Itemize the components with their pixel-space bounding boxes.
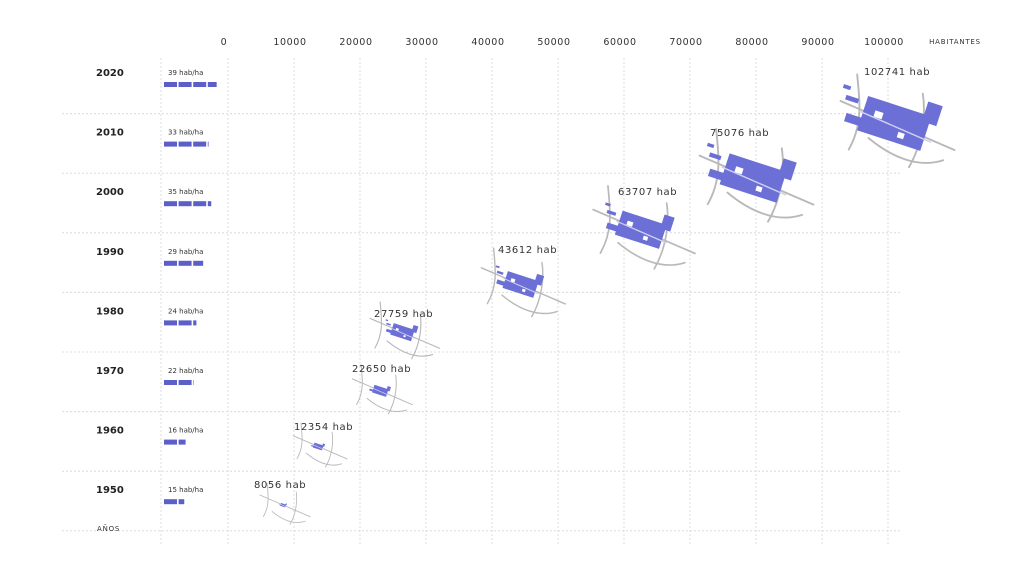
density-label: 35 hab/ha (168, 188, 203, 196)
density-bar-segment (193, 260, 204, 266)
year-label: 2020 (96, 68, 124, 79)
density-bar-segment (193, 141, 207, 147)
x-tick-label: 60000 (603, 37, 636, 48)
population-label: 43612 hab (498, 245, 557, 256)
x-axis-ticks: 0 10000 20000 30000 40000 50000 60000 70000 8000… (221, 37, 904, 48)
density-bar-segment (164, 82, 177, 87)
density-bar-segment (207, 82, 217, 87)
density-label: 22 hab/ha (168, 367, 203, 375)
x-tick-label: 90000 (801, 37, 834, 48)
population-labels: 102741 hab 75076 hab 63707 hab 43612 hab 277… (254, 67, 930, 491)
density-bar-segment (178, 439, 186, 445)
density-label: 24 hab/ha (168, 307, 203, 315)
vertical-gridlines (160, 58, 889, 545)
urban-footprint (351, 364, 413, 415)
urban-footprint (369, 301, 441, 360)
year-label: 1950 (96, 485, 124, 496)
urban-footprint (592, 184, 696, 270)
urban-footprints (259, 73, 956, 525)
population-label: 22650 hab (352, 364, 411, 375)
density-label: 16 hab/ha (168, 427, 203, 435)
x-tick-label: 50000 (537, 37, 570, 48)
year-rows: 2020 39 hab/ha 2010 33 hab/ha 2000 35 hab/ha 1… (96, 68, 217, 505)
year-label: 1980 (96, 306, 124, 317)
density-bar-segment (178, 320, 192, 326)
density-bar-segment (164, 320, 177, 326)
urban-footprint (698, 128, 815, 223)
population-label: 12354 hab (294, 422, 353, 433)
density-bar-segment (178, 380, 192, 385)
population-label: 75076 hab (710, 128, 769, 139)
density-bar-segment (193, 201, 207, 207)
density-bar-segment (178, 260, 192, 266)
density-bar-segment (164, 499, 177, 505)
population-label: 63707 hab (618, 187, 677, 198)
year-label: 1960 (96, 426, 124, 437)
x-tick-label: 40000 (471, 37, 504, 48)
population-label: 8056 hab (254, 480, 306, 491)
y-axis-label: AÑOS (97, 524, 120, 533)
density-bar-segment (207, 201, 212, 207)
density-label: 39 hab/ha (168, 69, 203, 77)
year-label: 1990 (96, 247, 124, 258)
density-bar-segment (178, 141, 192, 147)
urban-footprint (292, 422, 348, 468)
density-bar-segment (164, 201, 177, 207)
density-bar-segment (193, 380, 194, 385)
x-tick-label: 10000 (273, 37, 306, 48)
urban-footprint (839, 73, 956, 169)
year-label: 2010 (96, 128, 124, 139)
density-bar-segment (164, 141, 177, 147)
x-axis-label: HABITANTES (929, 38, 981, 46)
density-bar-segment (193, 320, 197, 326)
density-label: 15 hab/ha (168, 486, 203, 494)
density-bar-segment (164, 439, 177, 445)
x-tick-label: 70000 (669, 37, 702, 48)
density-label: 29 hab/ha (168, 248, 203, 256)
density-bar-segment (178, 201, 192, 207)
x-tick-label: 0 (221, 37, 228, 48)
urban-footprint (259, 482, 311, 525)
density-bar-segment (193, 82, 207, 87)
density-label: 33 hab/ha (168, 129, 203, 137)
density-bar-segment (178, 82, 192, 87)
year-label: 2000 (96, 187, 124, 198)
x-tick-label: 100000 (864, 37, 904, 48)
x-tick-label: 30000 (405, 37, 438, 48)
x-tick-label: 80000 (735, 37, 768, 48)
urban-footprint (480, 247, 567, 318)
density-bar-segment (178, 499, 185, 505)
year-label: 1970 (96, 366, 124, 377)
density-bar-segment (164, 380, 177, 385)
population-label: 27759 hab (374, 309, 433, 320)
population-label: 102741 hab (864, 67, 930, 78)
x-tick-label: 20000 (339, 37, 372, 48)
density-bar-segment (207, 141, 209, 147)
density-bar-segment (164, 260, 177, 266)
